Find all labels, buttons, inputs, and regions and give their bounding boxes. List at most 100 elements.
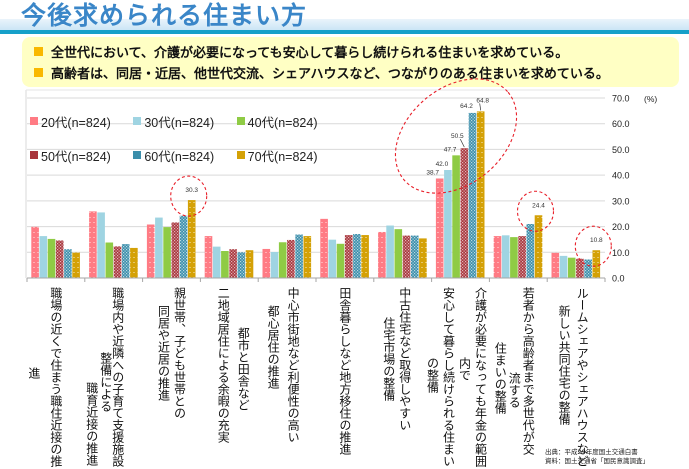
bar-20s-cat-7 — [378, 231, 386, 278]
bar-70s-cat-7 — [419, 238, 427, 278]
x-tick-label: 都心居住の推進 — [266, 305, 281, 389]
y-tick-label: 50.0 — [612, 145, 630, 155]
x-tick-label: 内で — [457, 357, 472, 381]
bar-20s-cat-3 — [146, 224, 155, 278]
bar-50s-cat-6 — [344, 235, 353, 278]
bar-30s-cat-9 — [501, 235, 510, 278]
legend-label: 20代(n=824) — [41, 115, 111, 130]
bar-30s-cat-7 — [386, 225, 394, 278]
x-tick-label: 都市と田舎など — [236, 327, 251, 411]
bar-40s-cat-2 — [105, 242, 114, 278]
data-label: 64.2 — [460, 103, 473, 110]
bar-30s-cat-2 — [97, 212, 105, 278]
bar-50s-cat-7 — [402, 235, 411, 278]
title-underline — [0, 30, 689, 34]
legend-label: 40代(n=824) — [247, 115, 318, 130]
bar-30s-cat-5 — [270, 252, 279, 278]
bar-40s-cat-3 — [163, 227, 171, 278]
data-label: 30.3 — [185, 187, 198, 194]
bar-50s-cat-2 — [113, 246, 122, 278]
bar-20s-cat-4 — [204, 236, 213, 278]
bar-30s-cat-8 — [444, 170, 452, 278]
bar-30s-cat-10 — [559, 255, 568, 278]
legend-item: 20代(n=824) — [30, 112, 133, 131]
y-tick-label: 0.0 — [612, 274, 625, 284]
bar-50s-cat-1 — [55, 240, 64, 278]
legend-swatch-icon — [236, 117, 245, 125]
bar-50s-cat-9 — [518, 236, 526, 278]
y-tick-label: 30.0 — [612, 196, 630, 206]
bar-60s-cat-2 — [121, 244, 130, 278]
x-tick-label: ルームシェアやシェアハウスなど — [575, 287, 590, 467]
highlight-circle — [516, 190, 555, 232]
bar-30s-cat-4 — [212, 246, 221, 278]
x-tick-label: 同居や近居の推進 — [156, 305, 171, 401]
bar-70s-cat-3 — [187, 200, 196, 278]
data-label-leader — [479, 103, 482, 111]
x-tick-label: 中心市街地など利便性の高い — [286, 287, 301, 443]
data-label: 47.7 — [444, 146, 457, 153]
x-tick-label: 整備による — [98, 352, 113, 412]
bar-40s-cat-10 — [567, 257, 576, 278]
bar-70s-cat-10 — [592, 250, 601, 278]
legend-swatch-icon — [133, 117, 142, 125]
bar-60s-cat-9 — [526, 224, 535, 278]
bar-20s-cat-9 — [493, 236, 502, 278]
legend-item: 50代(n=824) — [30, 146, 133, 165]
bar-70s-cat-2 — [130, 247, 138, 278]
bar-20s-cat-6 — [320, 218, 328, 278]
bar-30s-cat-1 — [39, 236, 48, 278]
bar-40s-cat-5 — [278, 242, 287, 278]
bar-40s-cat-7 — [394, 229, 403, 278]
summary-box: 全世代において、介護が必要になっても安心して暮らし続けられる住まいを求めている。… — [22, 37, 679, 87]
data-label: 42.0 — [436, 161, 449, 168]
bar-70s-cat-9 — [534, 215, 543, 278]
bar-30s-cat-6 — [328, 239, 337, 278]
data-label: 10.8 — [590, 237, 603, 244]
y-tick-label: 60.0 — [612, 119, 630, 129]
bar-20s-cat-10 — [551, 252, 560, 278]
bar-60s-cat-5 — [295, 234, 303, 278]
legend-label: 70代(n=824) — [247, 149, 318, 164]
page-title: 今後求められる住まい方 — [21, 1, 308, 30]
data-label: 38.7 — [426, 169, 439, 176]
bar-20s-cat-2 — [89, 211, 97, 278]
bar-60s-cat-4 — [237, 252, 246, 278]
source-line-2: 資料：国土交通省「国民意識調査」 — [545, 457, 649, 465]
bar-40s-cat-6 — [336, 243, 345, 278]
source-note: 出典：平成29年度国土交通白書 資料：国土交通省「国民意識調査」 — [545, 448, 649, 466]
title-band — [0, 19, 689, 31]
data-label: 64.8 — [476, 97, 489, 104]
summary-bullet-1: 全世代において、介護が必要になっても安心して暮らし続けられる住まいを求めている。 — [34, 42, 568, 61]
square-bullet-icon — [34, 68, 43, 77]
bar-30s-cat-3 — [155, 217, 163, 278]
bar-60s-cat-1 — [64, 249, 72, 278]
x-tick-label: 職場内や近隣への子育て支援施設 — [110, 287, 125, 467]
y-tick-label: 70.0 — [612, 94, 630, 104]
highlight-circle — [574, 225, 612, 267]
y-axis-unit: (%) — [644, 94, 658, 104]
bar-20s-cat-5 — [262, 248, 271, 278]
x-tick-label: 二地域居住による余暇の充実 — [216, 287, 231, 443]
bar-70s-cat-5 — [303, 236, 312, 278]
bar-70s-cat-6 — [361, 235, 369, 278]
highlight-circle — [170, 175, 208, 217]
bar-60s-cat-8 — [468, 112, 477, 279]
legend-item: 70代(n=824) — [236, 146, 340, 165]
bar-70s-cat-1 — [72, 252, 80, 278]
summary-bullet-2: 高齢者は、同居・近居、他世代交流、シェアハウスなど、つながりのある住まいを求めて… — [34, 63, 609, 82]
x-tick-label: 親世帯、子ども世帯との — [172, 287, 187, 419]
y-tick-label: 10.0 — [612, 248, 630, 258]
legend-label: 50代(n=824) — [41, 149, 111, 164]
x-tick-label: 中古住宅など取得しやすい — [397, 287, 412, 431]
bar-70s-cat-8 — [476, 111, 485, 278]
x-tick-label: 安心して暮らし続けられる住まい — [441, 287, 456, 467]
y-tick-label: 20.0 — [612, 222, 630, 232]
x-tick-label: 若者から高齢者まで多世代が交 — [521, 287, 536, 455]
bar-70s-cat-4 — [245, 250, 254, 278]
legend-label: 60代(n=824) — [144, 149, 215, 164]
y-tick-label: 40.0 — [612, 171, 630, 181]
bar-60s-cat-6 — [353, 234, 361, 278]
